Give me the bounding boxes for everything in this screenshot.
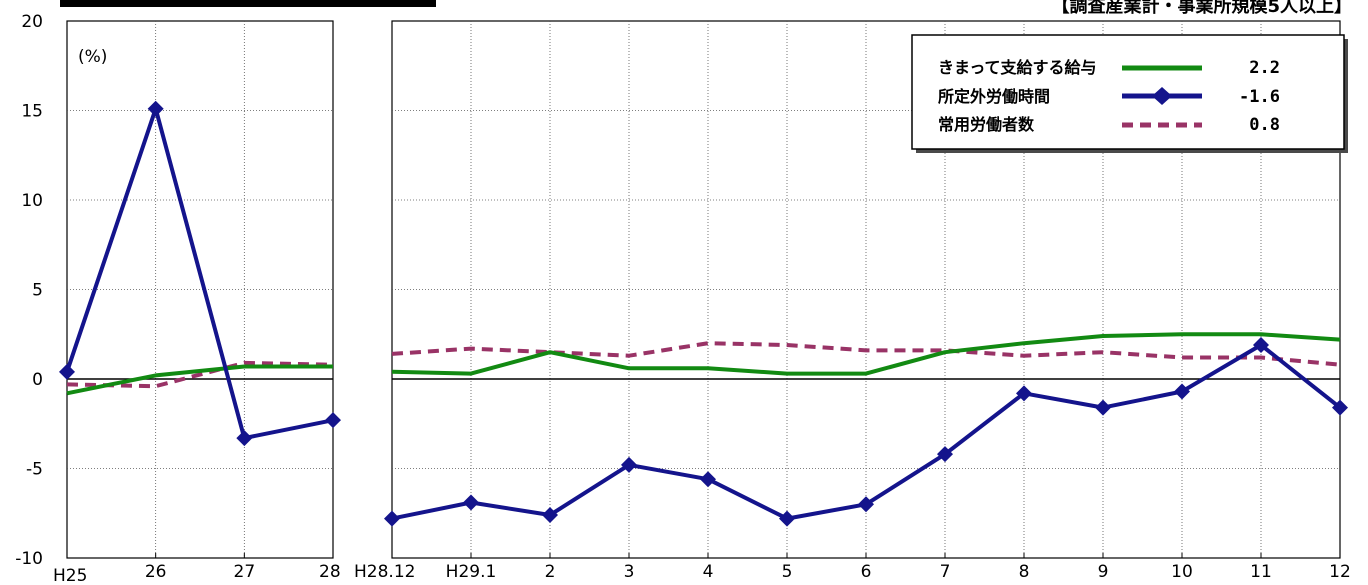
data-point-overtime <box>1095 399 1111 416</box>
data-point-overtime <box>621 456 637 473</box>
data-point-overtime <box>542 507 558 524</box>
x-tick-label: H28.12 <box>354 562 415 582</box>
x-tick-label: H29.1 <box>446 562 497 582</box>
legend-value-overtime: -1.6 <box>1239 87 1280 107</box>
y-tick-label: -10 <box>15 549 43 569</box>
x-tick-label: 3 <box>624 562 635 582</box>
y-tick-label: 10 <box>21 191 43 211</box>
series-line-overtime <box>65 106 334 441</box>
data-point-overtime <box>463 494 479 511</box>
data-point-overtime <box>1253 336 1269 353</box>
x-tick-label: 26 <box>145 562 167 582</box>
x-tick-label: 12 <box>1329 562 1351 582</box>
y-tick-label: 20 <box>21 12 43 32</box>
data-point-overtime <box>937 446 953 463</box>
series-layer <box>59 100 1348 527</box>
x-tick-label: 2 <box>545 562 556 582</box>
legend-value-wages: 2.2 <box>1249 58 1280 78</box>
legend-marker-overtime <box>1152 87 1172 105</box>
legend-label-overtime: 所定外労働時間 <box>938 87 1050 106</box>
data-point-overtime <box>779 510 795 527</box>
legend: きまって支給する給与 2.2 所定外労働時間 -1.6 常用労働者数 0.8 <box>911 34 1348 153</box>
y-axis-ticks: 20 15 10 5 0 -5 -10 <box>15 12 43 569</box>
plot-panels <box>66 20 1341 559</box>
data-point-overtime <box>147 100 164 117</box>
x-tick-label: 8 <box>1019 562 1030 582</box>
data-point-overtime <box>1332 399 1348 416</box>
x-tick-label: 4 <box>703 562 714 582</box>
y-tick-label: 5 <box>32 281 43 301</box>
series-line-employees <box>391 341 1341 367</box>
x-tick-label: 6 <box>861 562 872 582</box>
title-bar <box>60 0 436 7</box>
x-tick-label: 28 <box>319 562 341 582</box>
x-tick-label: 9 <box>1098 562 1109 582</box>
data-point-overtime <box>59 363 75 380</box>
legend-value-employees: 0.8 <box>1249 115 1280 135</box>
unit-label: (%) <box>78 47 107 67</box>
data-point-overtime <box>700 471 716 488</box>
y-tick-label: 0 <box>32 370 43 390</box>
data-point-overtime <box>858 496 874 513</box>
data-point-overtime <box>236 430 253 447</box>
y-tick-label: -5 <box>26 460 43 480</box>
x-tick-label: H25 <box>53 566 87 585</box>
y-tick-label: 15 <box>21 102 43 122</box>
x-tick-label: 27 <box>234 562 256 582</box>
legend-label-wages: きまって支給する給与 <box>938 58 1097 77</box>
data-point-overtime <box>384 510 400 527</box>
data-point-overtime <box>1016 385 1032 402</box>
data-point-overtime <box>1174 383 1190 400</box>
series-line-wages <box>66 364 333 396</box>
legend-label-employees: 常用労働者数 <box>938 115 1035 134</box>
x-axis-ticks: H25 26 27 28 H28.12 H29.1 2 3 4 5 6 7 8 9 10 11 12 <box>53 553 1351 585</box>
x-tick-label: 10 <box>1171 562 1193 582</box>
series-line-wages <box>391 332 1341 376</box>
source-label: 【調査産業計・事業所規模5人以上】 <box>1051 0 1352 17</box>
x-tick-label: 11 <box>1250 562 1272 582</box>
x-tick-label: 7 <box>940 562 951 582</box>
x-tick-label: 5 <box>782 562 793 582</box>
legend-box <box>911 34 1345 150</box>
data-point-overtime <box>325 412 341 429</box>
